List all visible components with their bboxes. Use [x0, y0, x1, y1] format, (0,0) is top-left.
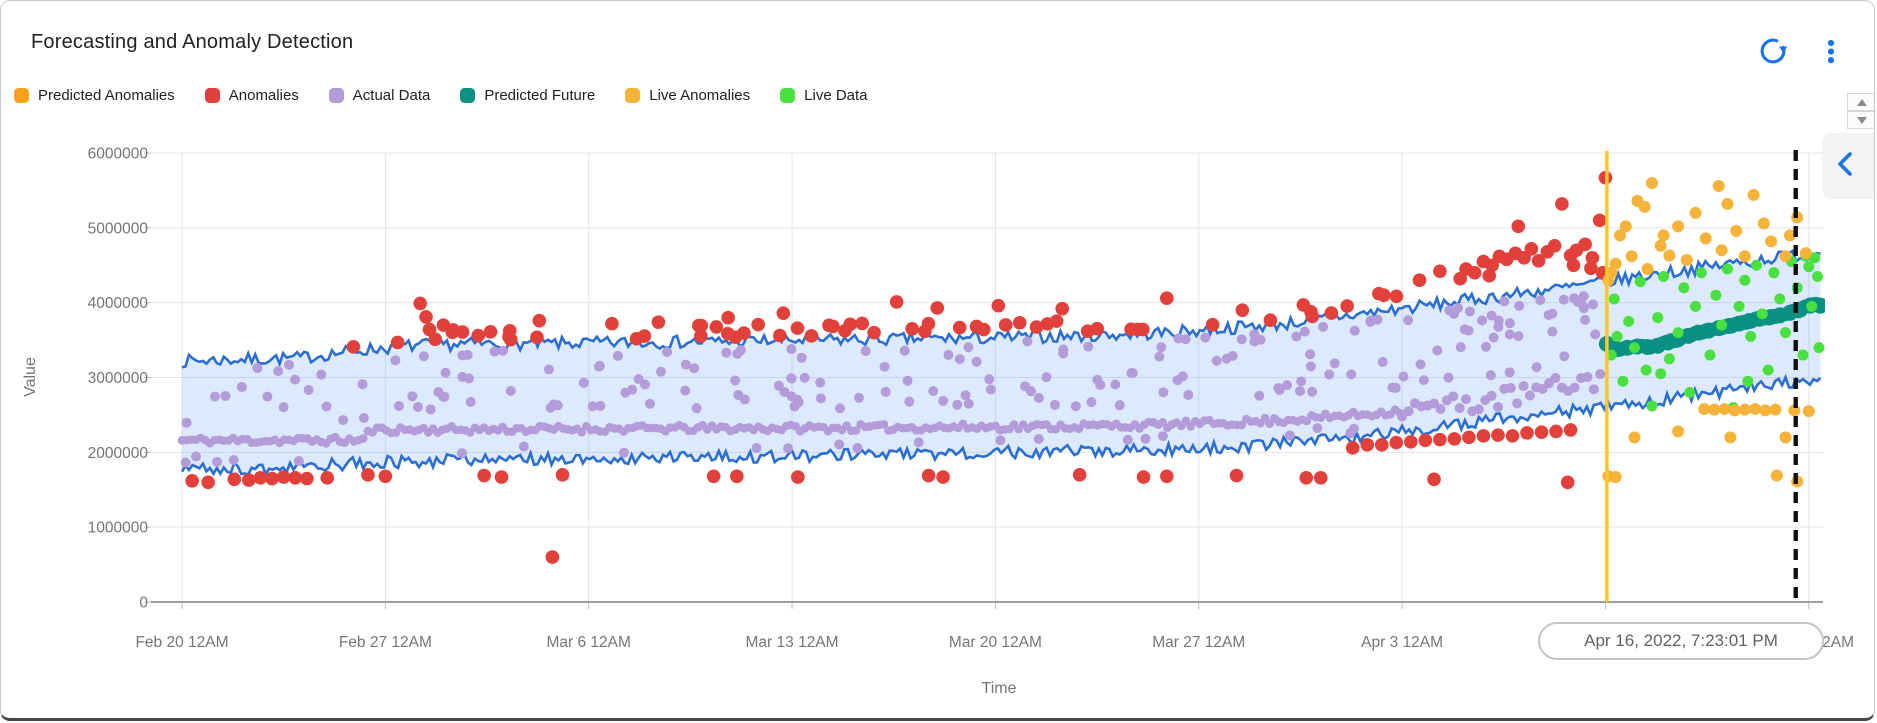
refresh-icon [1757, 38, 1789, 70]
svg-text:Mar 13 12AM: Mar 13 12AM [746, 634, 839, 651]
scroll-down-arrow-icon [1856, 116, 1867, 124]
scroll-up-arrow-icon [1856, 98, 1867, 106]
y-axis-title: Value [22, 357, 39, 397]
series-live-anomalies [1602, 176, 1815, 488]
legend-item-label: Predicted Future [484, 87, 596, 104]
legend-swatch-icon [14, 88, 29, 103]
svg-text:1000000: 1000000 [88, 520, 149, 537]
scroll-down-button[interactable] [1847, 111, 1874, 129]
legend-swatch-icon [460, 88, 476, 103]
lower-bound-line [180, 373, 1822, 477]
legend-swatch-icon [204, 88, 220, 103]
legend-item-label: Live Data [804, 87, 868, 104]
refresh-button[interactable] [1757, 35, 1789, 67]
legend-item-label: Predicted Anomalies [38, 87, 175, 104]
chart-legend: Predicted Anomalies Anomalies Actual Data P… [14, 87, 868, 104]
svg-text:Mar 27 12AM: Mar 27 12AM [1152, 634, 1245, 651]
legend-swatch-icon [625, 88, 641, 103]
svg-text:Mar 20 12AM: Mar 20 12AM [949, 634, 1042, 651]
collapse-panel-toggle[interactable] [1822, 133, 1874, 199]
more-options-button[interactable] [1815, 35, 1847, 67]
legend-item-predicted-future[interactable]: Predicted Future [460, 87, 595, 104]
upper-bound-line [181, 249, 1821, 369]
chevron-left-icon [1835, 147, 1857, 186]
svg-text:Feb 27 12AM: Feb 27 12AM [339, 634, 432, 651]
svg-text:3000000: 3000000 [88, 370, 149, 387]
mini-scrollbar [1847, 93, 1874, 129]
page-title: Forecasting and Anomaly Detection [31, 31, 354, 53]
svg-text:Apr 3 12AM: Apr 3 12AM [1361, 634, 1443, 651]
kebab-menu-icon [1815, 39, 1847, 70]
legend-item-label: Live Anomalies [649, 87, 751, 104]
series-actual-data-dense-line- [177, 369, 1606, 448]
legend-item-actual-data[interactable]: Actual Data [328, 87, 431, 104]
legend-item-live-anomalies[interactable]: Live Anomalies [625, 87, 750, 104]
legend-item-label: Actual Data [352, 87, 431, 104]
svg-text:0: 0 [139, 595, 148, 612]
svg-text:2000000: 2000000 [88, 445, 149, 462]
x-axis-title: Time [982, 680, 1017, 697]
svg-text:Mar 6 12AM: Mar 6 12AM [546, 634, 630, 651]
series-anomalies-upper-rail- [346, 288, 1404, 354]
svg-text:4000000: 4000000 [88, 295, 149, 312]
scroll-up-button[interactable] [1847, 93, 1874, 111]
confidence-band [182, 250, 1821, 475]
series-actual-data-upper-row- [418, 295, 1546, 362]
series-actual-data-scatter- [180, 293, 1601, 468]
cursor-time-tooltip: Apr 16, 2022, 7:23:01 PM [1538, 622, 1824, 660]
series-layer [177, 170, 1825, 564]
legend-item-live-data[interactable]: Live Data [780, 87, 868, 104]
legend-swatch-icon [780, 88, 796, 103]
legend-item-anomalies[interactable]: Anomalies [204, 87, 299, 104]
svg-text:5000000: 5000000 [88, 220, 149, 237]
svg-text:Feb 20 12AM: Feb 20 12AM [135, 634, 228, 651]
svg-text:6000000: 6000000 [88, 146, 149, 163]
legend-swatch-icon [328, 88, 344, 103]
legend-item-label: Anomalies [228, 87, 299, 104]
series-actual-data-late-cluster- [1459, 291, 1598, 340]
legend-item-predicted-anomalies[interactable]: Predicted Anomalies [14, 87, 175, 104]
